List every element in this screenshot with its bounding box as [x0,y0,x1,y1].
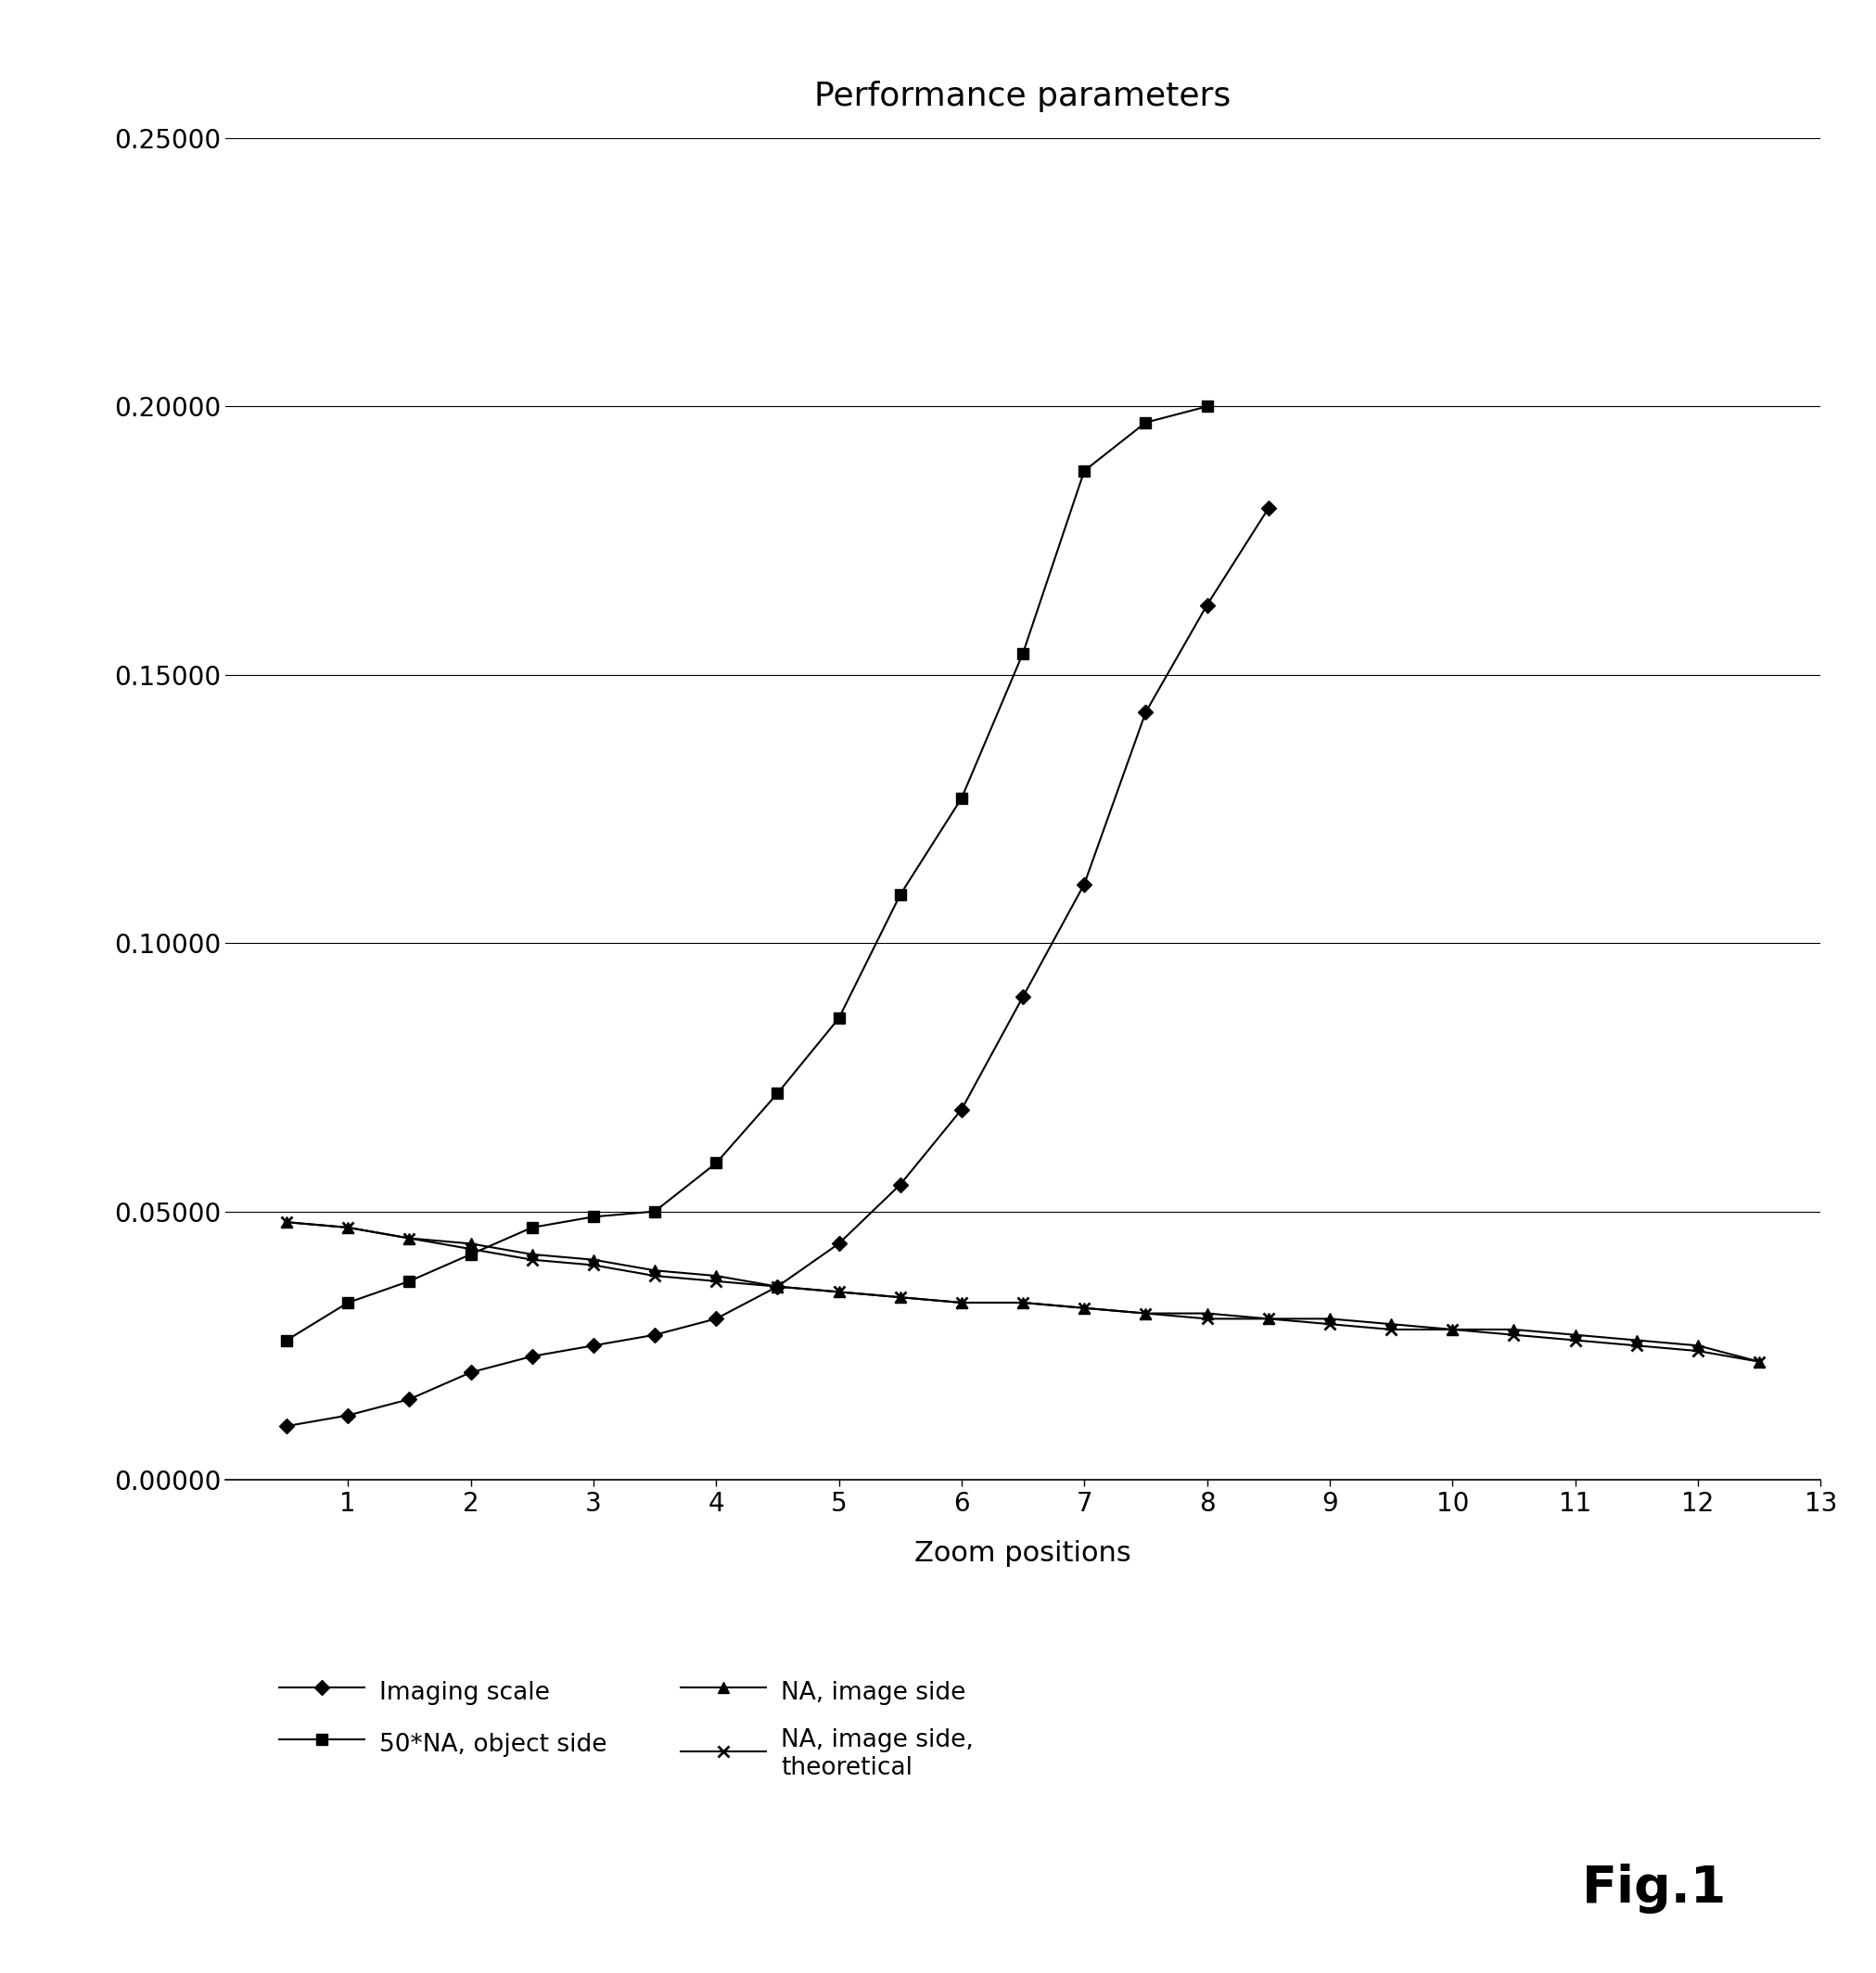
NA, image side [398,1227,420,1251]
NA, image side,
theoretical [1503,1324,1525,1348]
Imaging scale [889,1172,912,1196]
NA, image side,
theoretical [1195,1306,1218,1330]
Imaging scale [398,1387,420,1411]
NA, image side,
theoretical [1011,1290,1034,1314]
NA, image side,
theoretical [1317,1312,1339,1336]
NA, image side [949,1290,972,1314]
NA, image side [1073,1296,1096,1320]
NA, image side,
theoretical [460,1237,482,1261]
50*NA, object side [398,1269,420,1292]
NA, image side,
theoretical [1133,1302,1156,1326]
NA, image side,
theoretical [336,1215,358,1239]
NA, image side [336,1215,358,1239]
NA, image side [1011,1290,1034,1314]
50*NA, object side [582,1206,604,1229]
NA, image side [1625,1328,1647,1352]
NA, image side [460,1231,482,1255]
Imaging scale [1011,985,1034,1008]
NA, image side [765,1275,788,1298]
NA, image side,
theoretical [1747,1350,1769,1373]
50*NA, object side [1195,395,1218,418]
Imaging scale [1133,700,1156,724]
Imaging scale [1073,872,1096,896]
NA, image side,
theoretical [1563,1328,1585,1352]
Imaging scale [949,1097,972,1121]
NA, image side,
theoretical [949,1290,972,1314]
50*NA, object side [1011,641,1034,665]
Imaging scale [460,1361,482,1385]
50*NA, object side [765,1081,788,1105]
50*NA, object side [705,1152,728,1176]
NA, image side,
theoretical [765,1275,788,1298]
Legend: Imaging scale, 50*NA, object side, NA, image side, NA, image side,
theoretical: Imaging scale, 50*NA, object side, NA, i… [270,1667,983,1790]
NA, image side,
theoretical [1441,1318,1463,1342]
Imaging scale [582,1334,604,1357]
Imaging scale [520,1344,542,1367]
50*NA, object side [949,787,972,811]
NA, image side [1687,1334,1709,1357]
NA, image side [705,1265,728,1288]
X-axis label: Zoom positions: Zoom positions [914,1539,1131,1567]
NA, image side,
theoretical [582,1253,604,1277]
NA, image side [1195,1302,1218,1326]
Imaging scale [827,1231,850,1255]
NA, image side,
theoretical [520,1247,542,1271]
Imaging scale [705,1306,728,1330]
Imaging scale [643,1324,666,1348]
Imaging scale [1195,594,1218,618]
NA, image side [276,1209,298,1233]
NA, image side,
theoretical [643,1265,666,1288]
NA, image side [1317,1306,1339,1330]
50*NA, object side [276,1328,298,1352]
NA, image side [520,1243,542,1267]
NA, image side [1503,1318,1525,1342]
NA, image side [1747,1350,1769,1373]
NA, image side,
theoretical [1073,1296,1096,1320]
50*NA, object side [520,1215,542,1239]
Line: Imaging scale: Imaging scale [281,503,1274,1430]
NA, image side,
theoretical [1379,1318,1401,1342]
NA, image side [827,1280,850,1304]
NA, image side [1379,1312,1401,1336]
50*NA, object side [1133,410,1156,434]
NA, image side [582,1247,604,1271]
Imaging scale [336,1403,358,1426]
Text: Fig.1: Fig.1 [1581,1864,1726,1914]
NA, image side [1133,1302,1156,1326]
Imaging scale [276,1415,298,1438]
Imaging scale [1257,497,1279,521]
50*NA, object side [827,1006,850,1030]
Line: 50*NA, object side: 50*NA, object side [281,401,1212,1346]
NA, image side,
theoretical [398,1227,420,1251]
50*NA, object side [643,1200,666,1223]
NA, image side,
theoretical [889,1286,912,1310]
NA, image side [889,1286,912,1310]
Line: NA, image side: NA, image side [281,1217,1763,1367]
Title: Performance parameters: Performance parameters [814,81,1231,112]
NA, image side [1257,1306,1279,1330]
NA, image side,
theoretical [827,1280,850,1304]
50*NA, object side [1073,460,1096,483]
NA, image side [643,1259,666,1282]
NA, image side,
theoretical [1625,1334,1647,1357]
Imaging scale [765,1275,788,1298]
NA, image side [1563,1324,1585,1348]
50*NA, object side [889,884,912,908]
NA, image side,
theoretical [1257,1306,1279,1330]
NA, image side,
theoretical [276,1209,298,1233]
50*NA, object side [460,1243,482,1267]
Line: NA, image side,
theoretical: NA, image side, theoretical [281,1217,1763,1367]
NA, image side,
theoretical [705,1269,728,1292]
50*NA, object side [336,1290,358,1314]
NA, image side,
theoretical [1687,1340,1709,1363]
NA, image side [1441,1318,1463,1342]
